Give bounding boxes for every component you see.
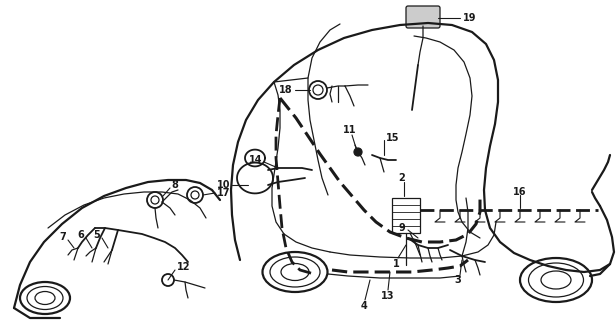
Bar (392, 198, 420, 233)
Text: 7: 7 (59, 232, 66, 242)
Text: 11: 11 (343, 125, 357, 135)
FancyBboxPatch shape (406, 6, 440, 28)
Circle shape (354, 148, 362, 156)
Text: 18: 18 (280, 85, 293, 95)
Text: 6: 6 (77, 230, 84, 240)
Text: 10: 10 (216, 180, 230, 190)
Text: 14: 14 (248, 155, 262, 165)
Text: 15: 15 (386, 133, 400, 143)
Text: 12: 12 (177, 262, 190, 272)
Text: 16: 16 (513, 187, 527, 197)
Text: 3: 3 (455, 275, 461, 285)
Text: 4: 4 (360, 301, 367, 311)
Text: 13: 13 (381, 291, 395, 301)
Text: 2: 2 (399, 173, 405, 183)
Text: 17: 17 (217, 188, 230, 198)
Text: 8: 8 (171, 180, 178, 190)
Text: 1: 1 (392, 259, 399, 269)
Text: 9: 9 (399, 223, 405, 233)
Text: 5: 5 (93, 230, 100, 240)
Text: 19: 19 (463, 13, 477, 23)
